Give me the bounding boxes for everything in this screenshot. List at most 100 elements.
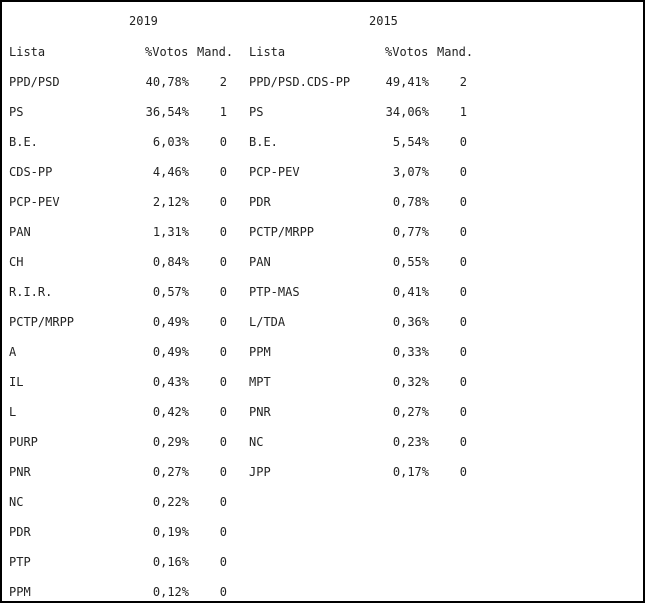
cell-votos: 3,07% xyxy=(392,165,429,179)
cell-lista: PAN xyxy=(9,225,31,239)
table-row: PNR 0,27% 0 xyxy=(249,404,474,420)
table-row: L/TDA 0,36% 0 xyxy=(249,314,474,330)
table-row: PDR 0,78% 0 xyxy=(249,194,474,210)
cell-votos: 0,29% xyxy=(152,435,189,449)
table-row: MPT 0,32% 0 xyxy=(249,374,474,390)
cell-votos: 0,49% xyxy=(152,345,189,359)
cell-votos: 0,33% xyxy=(392,345,429,359)
cell-mand: 0 xyxy=(219,135,227,149)
cell-mand: 0 xyxy=(219,585,227,599)
cell-lista: L/TDA xyxy=(249,315,286,329)
cell-votos: 6,03% xyxy=(152,135,189,149)
table-row: NC 0,23% 0 xyxy=(249,434,474,450)
table-row: B.E. 5,54% 0 xyxy=(249,134,474,150)
table-row: PCP-PEV 2,12% 0 xyxy=(9,194,234,210)
table-row: PCTP/MRPP 0,49% 0 xyxy=(9,314,234,330)
cell-votos: 34,06% xyxy=(385,105,429,119)
cell-votos: 0,41% xyxy=(392,285,429,299)
table-row: PCP-PEV 3,07% 0 xyxy=(249,164,474,180)
header-lista: Lista xyxy=(9,45,46,59)
cell-mand: 0 xyxy=(219,165,227,179)
table-row: A 0,49% 0 xyxy=(9,344,234,360)
cell-lista: PCP-PEV xyxy=(249,165,300,179)
cell-lista: NC xyxy=(9,495,24,509)
cell-mand: 0 xyxy=(219,465,227,479)
cell-mand: 0 xyxy=(219,345,227,359)
table-row: CH 0,84% 0 xyxy=(9,254,234,270)
table-row: PS 34,06% 1 xyxy=(249,104,474,120)
cell-lista: PAN xyxy=(249,255,271,269)
cell-votos: 0,49% xyxy=(152,315,189,329)
cell-lista: PDR xyxy=(249,195,271,209)
table-row: PAN 1,31% 0 xyxy=(9,224,234,240)
cell-mand: 1 xyxy=(219,105,227,119)
cell-mand: 0 xyxy=(459,255,467,269)
cell-votos: 0,22% xyxy=(152,495,189,509)
cell-mand: 0 xyxy=(219,195,227,209)
cell-lista: PPD/PSD xyxy=(9,75,60,89)
cell-lista: PURP xyxy=(9,435,38,449)
table-row: PPM 0,12% 0 xyxy=(9,584,234,600)
cell-votos: 0,36% xyxy=(392,315,429,329)
cell-lista: PS xyxy=(249,105,264,119)
cell-lista: MPT xyxy=(249,375,271,389)
cell-mand: 0 xyxy=(219,525,227,539)
header-mand: Mand. xyxy=(197,45,234,59)
cell-votos: 0,84% xyxy=(152,255,189,269)
cell-mand: 0 xyxy=(219,225,227,239)
cell-votos: 36,54% xyxy=(145,105,189,119)
table-row: PTP 0,16% 0 xyxy=(9,554,234,570)
cell-mand: 0 xyxy=(219,495,227,509)
cell-lista: PTP-MAS xyxy=(249,285,300,299)
cell-lista: CDS-PP xyxy=(9,165,53,179)
cell-votos: 0,78% xyxy=(392,195,429,209)
cell-mand: 2 xyxy=(459,75,467,89)
cell-mand: 0 xyxy=(219,405,227,419)
cell-mand: 0 xyxy=(219,435,227,449)
cell-mand: 0 xyxy=(219,285,227,299)
year-heading: 2015 xyxy=(369,14,398,28)
cell-mand: 1 xyxy=(459,105,467,119)
cell-mand: 0 xyxy=(459,135,467,149)
table-row: PCTP/MRPP 0,77% 0 xyxy=(249,224,474,240)
table-row: PTP-MAS 0,41% 0 xyxy=(249,284,474,300)
table-row: PDR 0,19% 0 xyxy=(9,524,234,540)
cell-votos: 0,27% xyxy=(392,405,429,419)
cell-lista: IL xyxy=(9,375,24,389)
table-row: NC 0,22% 0 xyxy=(9,494,234,510)
cell-mand: 0 xyxy=(459,375,467,389)
cell-votos: 0,16% xyxy=(152,555,189,569)
cell-lista: PDR xyxy=(9,525,31,539)
table-row: CDS-PP 4,46% 0 xyxy=(9,164,234,180)
cell-votos: 4,46% xyxy=(152,165,189,179)
table-row: L 0,42% 0 xyxy=(9,404,234,420)
cell-votos: 0,32% xyxy=(392,375,429,389)
cell-votos: 1,31% xyxy=(152,225,189,239)
header-votos: %Votos xyxy=(385,45,429,59)
cell-lista: PNR xyxy=(9,465,31,479)
year-heading: 2019 xyxy=(129,14,158,28)
cell-votos: 0,27% xyxy=(152,465,189,479)
header-mand: Mand. xyxy=(437,45,474,59)
cell-mand: 0 xyxy=(459,285,467,299)
cell-lista: L xyxy=(9,405,17,419)
cell-lista: B.E. xyxy=(249,135,278,149)
cell-mand: 0 xyxy=(459,165,467,179)
cell-mand: 0 xyxy=(459,345,467,359)
table-row: R.I.R. 0,57% 0 xyxy=(9,284,234,300)
cell-lista: R.I.R. xyxy=(9,285,53,299)
cell-lista: PCP-PEV xyxy=(9,195,60,209)
cell-lista: PTP xyxy=(9,555,31,569)
cell-lista: PNR xyxy=(249,405,271,419)
cell-votos: 0,42% xyxy=(152,405,189,419)
cell-votos: 0,77% xyxy=(392,225,429,239)
cell-votos: 0,23% xyxy=(392,435,429,449)
cell-votos: 2,12% xyxy=(152,195,189,209)
cell-mand: 0 xyxy=(459,195,467,209)
table-row: PPD/PSD.CDS-PP 49,41% 2 xyxy=(249,74,474,90)
cell-lista: B.E. xyxy=(9,135,38,149)
table-row: PS 36,54% 1 xyxy=(9,104,234,120)
cell-mand: 0 xyxy=(459,315,467,329)
cell-lista: PPM xyxy=(249,345,271,359)
